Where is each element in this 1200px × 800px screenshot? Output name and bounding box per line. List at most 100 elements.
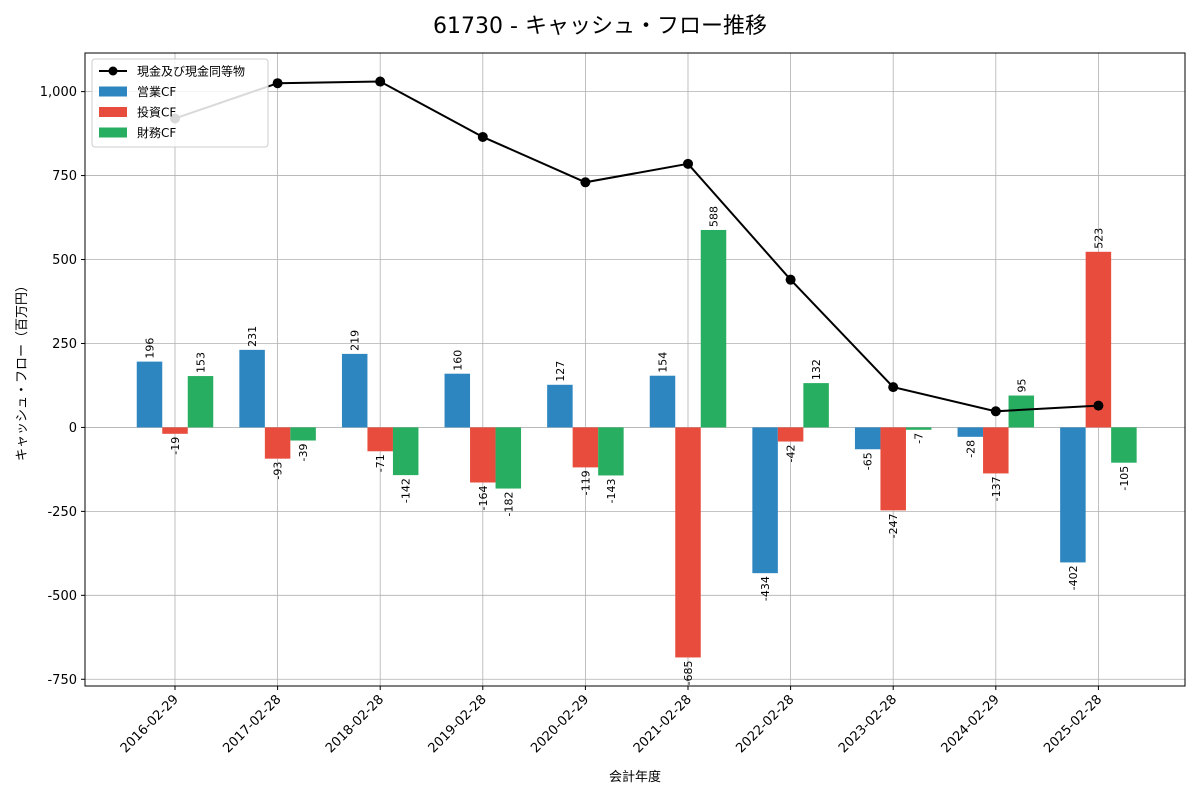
bar-投資CF xyxy=(983,427,1009,474)
bar-投資CF xyxy=(264,427,291,459)
bar-投資CF xyxy=(1085,251,1112,428)
bar-財務CF xyxy=(598,427,624,476)
data-label: 523 xyxy=(1092,228,1105,249)
plot-frame xyxy=(84,52,1186,687)
bar-財務CF xyxy=(1111,427,1137,463)
bar-営業CF xyxy=(957,427,984,437)
data-label: 127 xyxy=(554,361,567,382)
bar-投資CF xyxy=(777,427,804,442)
bar-営業CF xyxy=(752,427,778,574)
data-label: 153 xyxy=(195,352,208,373)
data-label: -142 xyxy=(400,478,413,503)
bar-財務CF xyxy=(495,427,522,489)
data-label: -93 xyxy=(272,462,285,480)
data-label: -28 xyxy=(964,440,977,458)
data-label: -143 xyxy=(605,478,618,503)
bar-営業CF xyxy=(854,427,881,450)
cash-point xyxy=(272,78,283,89)
data-label: -434 xyxy=(759,576,772,601)
legend-label: 財務CF xyxy=(137,125,176,140)
cash-point xyxy=(683,158,693,169)
data-label: -71 xyxy=(374,454,387,472)
x-axis-ticks: 2016-02-29 2017-02-28 2018-02-28 2019-02-28… xyxy=(118,686,1105,756)
y-axis-label: キャッシュ・フロー（百万円） xyxy=(15,279,30,461)
y-tick-label: -750 xyxy=(47,673,77,688)
data-label: -164 xyxy=(477,485,490,510)
data-label: 219 xyxy=(349,330,362,351)
x-tick-label: 2017-02-28 xyxy=(220,692,284,756)
x-tick-label: 2024-02-29 xyxy=(939,692,1003,756)
bar-投資CF xyxy=(367,427,393,452)
x-tick-label: 2023-02-28 xyxy=(836,692,900,756)
chart-title: 61730 - キャッシュ・フロー推移 xyxy=(433,14,767,39)
x-tick-label: 2019-02-28 xyxy=(426,692,490,756)
data-label: -402 xyxy=(1067,565,1080,590)
legend-label: 現金及び現金同等物 xyxy=(137,64,245,79)
bar-営業CF xyxy=(547,384,573,428)
cash-line xyxy=(174,80,1099,413)
bar-投資CF xyxy=(162,427,188,434)
cash-point xyxy=(477,131,488,142)
x-tick-label: 2025-02-28 xyxy=(1041,692,1105,756)
legend-box xyxy=(91,58,269,148)
y-tick-label: 0 xyxy=(69,421,77,436)
data-label: 231 xyxy=(246,326,259,347)
data-label: -119 xyxy=(579,470,592,495)
data-label: -39 xyxy=(297,444,310,462)
data-label: -7 xyxy=(913,433,926,444)
y-tick-label: 500 xyxy=(52,253,77,268)
y-tick-label: -500 xyxy=(47,589,77,604)
legend-bar-swatch xyxy=(99,127,127,138)
legend-label: 営業CF xyxy=(137,85,176,99)
x-tick-label: 2016-02-29 xyxy=(118,692,182,756)
y-tick-label: 1,000 xyxy=(40,85,77,100)
data-label: -65 xyxy=(862,452,875,470)
cash-point xyxy=(990,406,1001,417)
data-label: 196 xyxy=(144,338,157,359)
data-label: -19 xyxy=(169,437,182,455)
cash-point xyxy=(888,382,899,393)
data-label: 160 xyxy=(451,350,464,371)
bar-営業CF xyxy=(239,349,265,428)
bar-財務CF xyxy=(187,376,214,428)
bar-財務CF xyxy=(803,383,829,428)
legend-marker xyxy=(108,66,118,76)
data-label: 132 xyxy=(810,359,823,380)
data-label: -182 xyxy=(502,492,515,517)
data-labels-group: 196 231 219 160 127 154 -434 -65 -28 -402 -19 -93 -7… xyxy=(144,206,1131,685)
y-tick-label: -250 xyxy=(47,505,77,520)
bar-営業CF xyxy=(341,353,368,428)
data-label: -247 xyxy=(887,513,900,538)
cash-point xyxy=(580,177,591,188)
cash-point xyxy=(785,274,796,285)
data-label: -105 xyxy=(1118,466,1131,491)
bar-投資CF xyxy=(880,427,906,511)
bar-投資CF xyxy=(675,427,701,658)
cash-point xyxy=(1093,400,1104,411)
bar-営業CF xyxy=(649,375,676,428)
y-axis-ticks: -750 -500 -250 0 250 500 750 1,000 xyxy=(40,85,85,688)
cash-line-group xyxy=(170,76,1104,417)
bars-group xyxy=(136,229,1137,658)
data-label: 154 xyxy=(657,352,670,373)
data-label: -42 xyxy=(785,445,798,463)
cash-point xyxy=(375,76,386,87)
bar-営業CF xyxy=(136,361,163,428)
legend-bar-swatch xyxy=(99,86,127,97)
bar-財務CF xyxy=(700,229,727,428)
bar-投資CF xyxy=(470,427,496,483)
data-label: -137 xyxy=(990,476,1003,501)
bar-営業CF xyxy=(444,373,471,428)
y-tick-label: 750 xyxy=(52,169,77,184)
bar-投資CF xyxy=(572,427,599,468)
x-tick-label: 2018-02-28 xyxy=(323,692,387,756)
data-label: -685 xyxy=(682,660,695,685)
x-tick-label: 2022-02-28 xyxy=(733,692,797,756)
bar-営業CF xyxy=(1060,427,1086,563)
x-tick-label: 2020-02-29 xyxy=(528,692,592,756)
bar-財務CF xyxy=(905,427,932,430)
data-label: 95 xyxy=(1015,379,1028,393)
data-label: 588 xyxy=(708,206,721,227)
